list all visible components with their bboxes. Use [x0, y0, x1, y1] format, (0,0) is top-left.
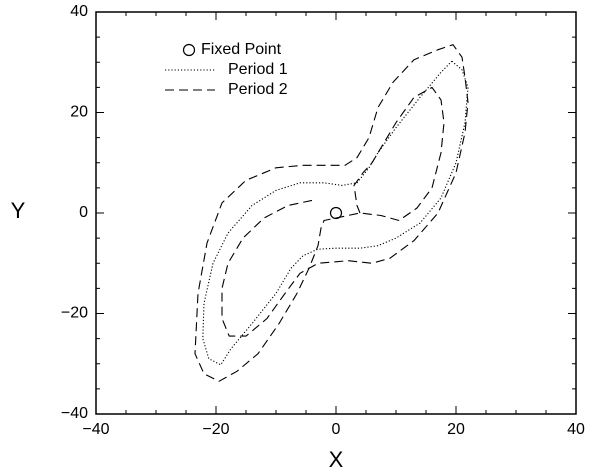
- legend-label-period-2: Period 2: [228, 81, 288, 98]
- series-layer: [194, 44, 469, 382]
- x-axis-label: X: [329, 447, 344, 472]
- legend-label-period-1: Period 1: [228, 61, 288, 78]
- legend-label-fixed-point: Fixed Point: [201, 41, 282, 58]
- x-tick-label: −20: [202, 421, 229, 438]
- series-line-period-2: [194, 44, 469, 382]
- y-axis-label: Y: [11, 198, 26, 223]
- legend-marker-fixed-point: [182, 43, 196, 57]
- series-line-period-1: [202, 60, 469, 366]
- y-tick-label: 20: [70, 104, 88, 121]
- x-tick-label: 20: [447, 421, 465, 438]
- y-tick-label: −20: [61, 305, 88, 322]
- x-tick-label: 0: [332, 421, 341, 438]
- legend: Fixed Point Period 1 Period 2: [165, 41, 288, 98]
- y-tick-label: 0: [79, 204, 88, 221]
- x-tick-label: 40: [567, 421, 585, 438]
- x-tick-label: −40: [82, 421, 109, 438]
- y-tick-labels: −40 −20 0 20 40: [61, 3, 88, 422]
- y-tick-label: −40: [61, 405, 88, 422]
- x-tick-labels: −40 −20 0 20 40: [82, 421, 585, 438]
- ticks-layer: [95, 11, 577, 415]
- y-tick-label: 40: [70, 3, 88, 20]
